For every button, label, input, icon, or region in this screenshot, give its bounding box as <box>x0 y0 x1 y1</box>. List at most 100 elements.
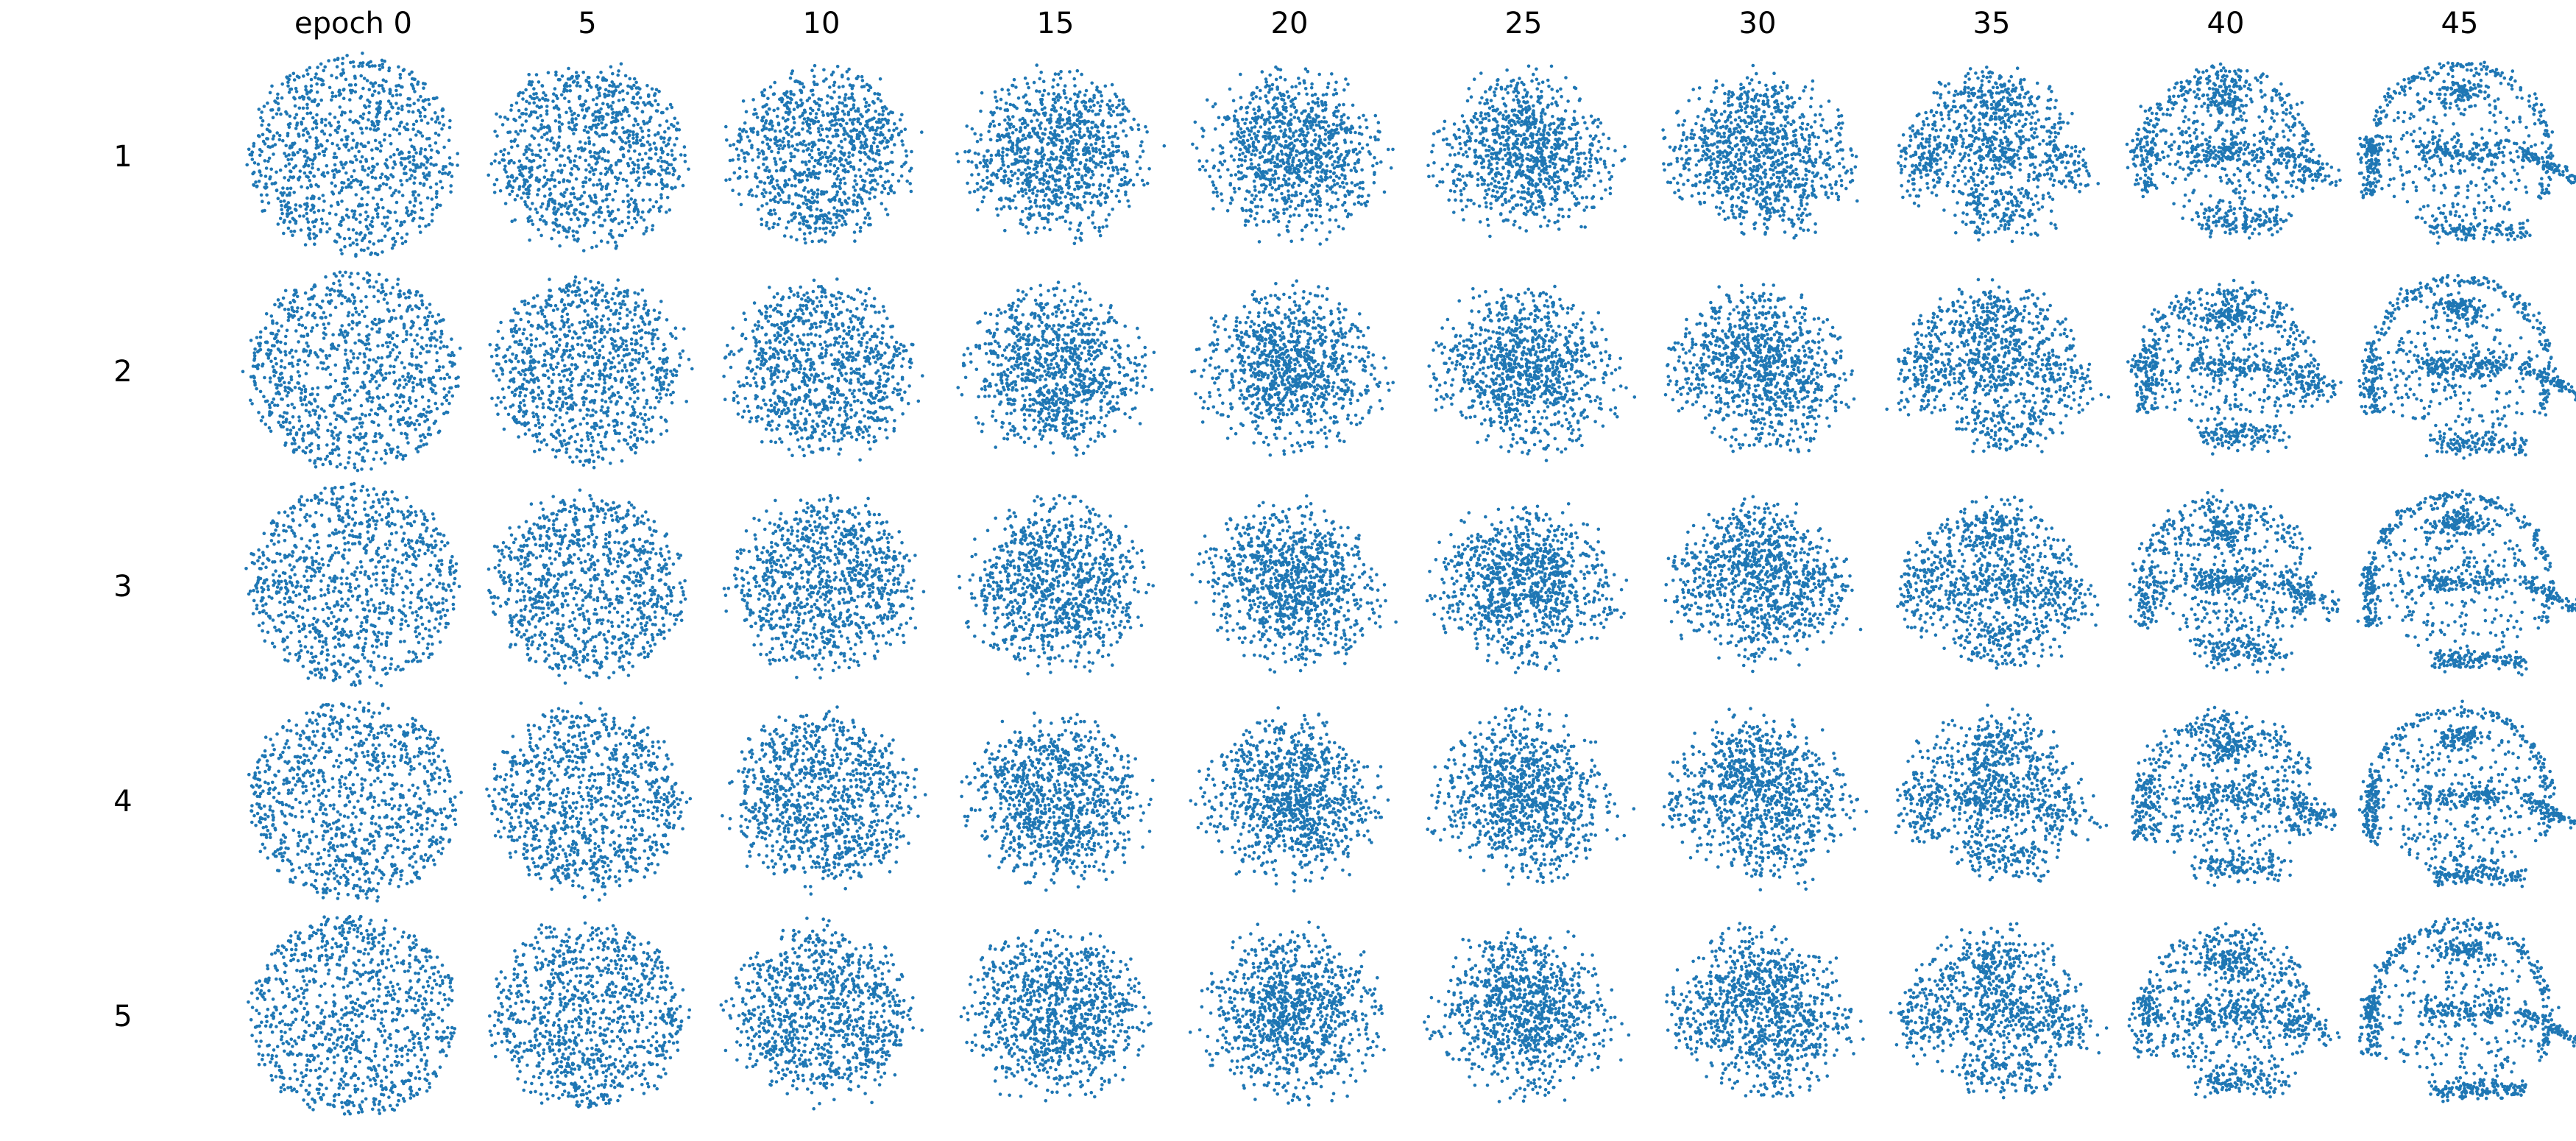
scatter-point <box>588 170 592 174</box>
scatter-point <box>551 198 554 202</box>
scatter-point <box>757 148 760 152</box>
scatter-point <box>887 192 891 196</box>
scatter-point <box>290 88 294 91</box>
scatter-point <box>367 173 370 177</box>
scatter-point <box>631 130 635 134</box>
scatter-point <box>340 113 344 117</box>
scatter-point <box>379 176 383 180</box>
scatter-point <box>265 137 269 141</box>
scatter-point <box>598 91 601 95</box>
scatter-point <box>673 144 676 147</box>
scatter-point <box>381 63 384 66</box>
scatter-point <box>657 103 660 107</box>
scatter-point <box>628 77 631 81</box>
scatter-point <box>347 178 350 182</box>
scatter-point <box>279 169 283 172</box>
scatter-point <box>551 99 555 103</box>
scatter-point <box>281 186 285 190</box>
scatter-point <box>625 179 629 183</box>
scatter-point <box>643 122 646 126</box>
scatter-point <box>333 163 337 167</box>
scatter-point <box>367 191 370 194</box>
scatter-point <box>532 87 536 91</box>
scatter-point <box>313 225 316 229</box>
scatter-point <box>595 85 598 89</box>
scatter-point <box>288 91 291 94</box>
scatter-point <box>584 159 587 163</box>
scatter-point <box>308 66 312 70</box>
scatter-point <box>408 200 412 204</box>
scatter-point <box>287 178 291 182</box>
scatter-point <box>323 133 327 136</box>
scatter-point <box>620 138 623 141</box>
scatter-point <box>634 81 638 85</box>
scatter-point <box>757 208 760 211</box>
scatter-point <box>367 215 370 219</box>
scatter-point <box>417 194 421 197</box>
scatter-point <box>374 177 378 180</box>
scatter-point <box>506 131 510 135</box>
scatter-point <box>559 205 563 209</box>
scatter-point <box>348 119 352 122</box>
scatter-point <box>367 166 371 170</box>
scatter-point <box>659 136 663 140</box>
scatter-point <box>302 74 305 78</box>
scatter-point <box>666 153 670 157</box>
scatter-point <box>419 150 422 154</box>
scatter-point <box>383 133 387 137</box>
scatter-point <box>666 166 670 170</box>
scatter-point <box>372 128 376 132</box>
scatter-point <box>528 208 532 211</box>
scatter-point <box>310 78 314 82</box>
scatter-point <box>594 168 598 172</box>
scatter-point <box>495 134 499 138</box>
scatter-point <box>603 219 606 222</box>
scatter-point <box>327 59 330 63</box>
scatter-point <box>284 205 288 209</box>
scatter-point <box>562 178 566 182</box>
scatter-point <box>512 161 516 165</box>
scatter-point <box>361 52 364 55</box>
scatter-point <box>556 143 559 146</box>
scatter-point <box>364 218 368 222</box>
scatter-point <box>617 177 620 180</box>
scatter-point <box>449 191 453 194</box>
scatter-point <box>430 149 434 152</box>
scatter-point <box>569 89 573 93</box>
scatter-point <box>517 133 520 136</box>
scatter-point <box>352 65 355 68</box>
scatter-point <box>392 153 396 157</box>
scatter-point <box>523 166 526 169</box>
scatter-point <box>450 174 454 178</box>
scatter-point <box>847 155 851 159</box>
scatter-point <box>637 91 640 95</box>
scatter-point <box>570 119 574 122</box>
scatter-point <box>601 199 605 203</box>
scatter-point <box>543 194 547 198</box>
scatter-point <box>305 106 309 110</box>
scatter-point <box>413 176 417 180</box>
scatter-point <box>672 167 676 171</box>
scatter-point <box>344 172 348 175</box>
scatter-point <box>539 123 543 127</box>
scatter-point <box>539 205 543 209</box>
scatter-point <box>629 197 633 201</box>
row-label: 1 <box>113 140 132 174</box>
column-label: 15 <box>1037 7 1075 40</box>
scatter-point <box>563 205 567 208</box>
scatter-point <box>280 208 283 211</box>
scatter-point <box>330 74 333 77</box>
scatter-point <box>648 208 652 212</box>
scatter-point <box>601 77 605 80</box>
scatter-point <box>659 193 663 197</box>
scatter-point <box>527 73 531 77</box>
scatter-point <box>844 93 848 96</box>
scatter-point <box>553 206 556 210</box>
scatter-point <box>592 231 596 235</box>
scatter-point <box>417 99 420 102</box>
scatter-point <box>391 247 394 250</box>
scatter-point <box>406 122 409 126</box>
scatter-point <box>787 200 790 204</box>
scatter-point <box>606 159 610 163</box>
scatter-point <box>539 149 542 152</box>
